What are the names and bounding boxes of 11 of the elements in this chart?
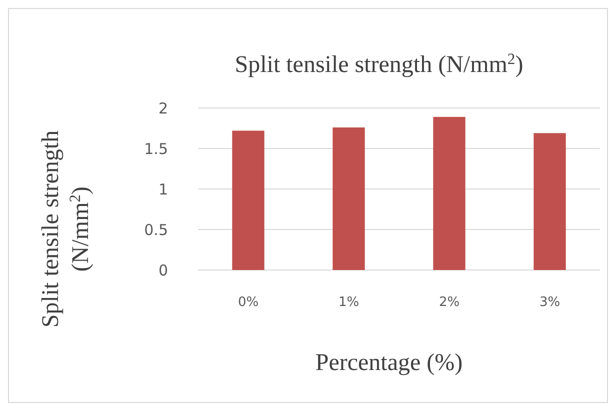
y-tick-label: 1.5	[144, 140, 168, 158]
chart-title: Split tensile strength (N/mm$^{2}$)	[234, 50, 524, 78]
x-axis-title: Percentage (%)	[315, 350, 463, 376]
y-tick-label: 1	[158, 180, 168, 198]
x-tick-label: 2%	[438, 295, 460, 310]
y-tick-label: 0.5	[144, 220, 168, 239]
y-tick-label: 0	[158, 261, 168, 280]
x-tick-label: 1%	[338, 295, 360, 310]
y-tick-label: 2	[158, 99, 168, 118]
x-tick-label: 3%	[539, 295, 560, 310]
x-tick-label: 0%	[238, 295, 259, 310]
